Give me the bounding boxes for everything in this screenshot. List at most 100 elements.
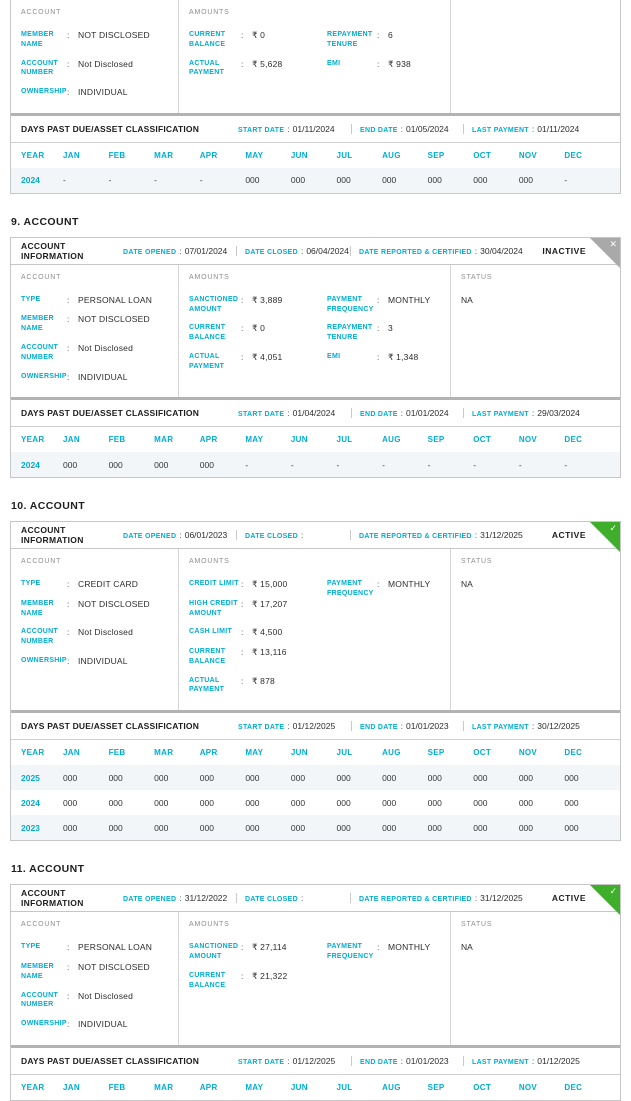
last-payment-value: 01/11/2024 xyxy=(537,123,580,134)
end-date-label: END DATE xyxy=(360,1058,398,1066)
date-opened-label: DATE OPENED xyxy=(123,533,177,541)
start-date-value: 01/12/2025 xyxy=(292,721,336,732)
dpd-value: 000 xyxy=(473,797,488,808)
dpd-value: 000 xyxy=(108,459,123,470)
year-column-header: YEAR xyxy=(21,1082,45,1092)
status-value: NA xyxy=(461,942,473,953)
colon xyxy=(67,579,78,590)
dpd-value: 000 xyxy=(199,459,214,470)
dpd-year-row: 2024 - - - - 000 000 000 000 000 000 000 - xyxy=(11,167,620,193)
amounts-subcolumn-1: SANCTIONED AMOUNT ₹ 3,889 CURRENT BALANCE ₹… xyxy=(189,295,327,381)
amount-field-value: ₹ 938 xyxy=(388,58,411,69)
account-section: 9. ACCOUNT ACCOUNT INFORMATION DATE OPENED… xyxy=(0,216,631,479)
dpd-table: YEAR JAN FEB MAR APR MAY JUN JUL AUG SEP OCT NOV DEC… xyxy=(11,427,620,478)
date-reported-label: DATE REPORTED & CERTIFIED xyxy=(359,896,472,904)
amount-field-label: CURRENT BALANCE xyxy=(189,648,226,665)
dpd-value: 000 xyxy=(63,797,78,808)
colon xyxy=(67,59,78,79)
amount-field-row: SANCTIONED AMOUNT ₹ 3,889 xyxy=(189,295,327,315)
month-column-header: MAR xyxy=(154,748,174,758)
account-field-row: TYPE CREDIT CARD xyxy=(21,579,168,590)
amount-field-row: REPAYMENT TENURE 6 xyxy=(327,30,440,50)
month-column-header: AUG xyxy=(382,150,401,160)
amount-field-label: CURRENT BALANCE xyxy=(189,971,226,989)
colon xyxy=(287,1056,289,1066)
year-link[interactable]: 2024 xyxy=(21,175,40,186)
account-field-label: OWNERSHIP xyxy=(21,1020,67,1028)
dpd-value: - xyxy=(199,175,203,186)
dpd-value: 000 xyxy=(63,459,78,470)
account-field-value: PERSONAL LOAN xyxy=(78,942,153,953)
month-column-header: JUL xyxy=(336,150,353,160)
date-opened-segment: DATE OPENED 31/12/2022 xyxy=(123,893,236,903)
colon xyxy=(241,352,252,372)
month-column-header: OCT xyxy=(473,1082,492,1092)
status-banner-label: ACTIVE xyxy=(551,893,586,904)
colon xyxy=(377,352,388,363)
start-date-label: START DATE xyxy=(238,1058,285,1066)
colon xyxy=(377,30,388,50)
month-column-header: NOV xyxy=(518,748,538,758)
start-date-label: START DATE xyxy=(238,724,285,732)
start-date-value: 01/11/2024 xyxy=(292,123,335,134)
amount-field-row: ACTUAL PAYMENT ₹ 4,051 xyxy=(189,352,327,372)
status-corner-ribbon: ✕ xyxy=(590,237,620,268)
account-field-row: ACCOUNT NUMBER Not Disclosed xyxy=(21,343,168,363)
dpd-value: - xyxy=(564,175,568,186)
account-field-value: Not Disclosed xyxy=(78,990,134,1001)
amount-field-row: CURRENT BALANCE ₹ 0 xyxy=(189,30,327,50)
account-field-label: ACCOUNT NUMBER xyxy=(21,628,59,646)
dpd-table-header: YEAR JAN FEB MAR APR MAY JUN JUL AUG SEP OCT NOV DEC xyxy=(11,740,620,765)
month-column-header: DEC xyxy=(564,748,583,758)
date-opened-value: 31/12/2022 xyxy=(184,893,228,904)
dpd-value: 000 xyxy=(427,797,442,808)
account-info-grid: ACCOUNT TYPE PERSONAL LOAN MEMBER NAME NOT D… xyxy=(11,912,620,1048)
amount-field-row: HIGH CREDIT AMOUNT ₹ 17,207 xyxy=(189,599,327,619)
status-value: NA xyxy=(461,294,473,305)
colon xyxy=(377,323,388,343)
amount-field-value: ₹ 5,628 xyxy=(252,58,283,69)
colon xyxy=(67,942,78,953)
amount-field-label: REPAYMENT TENURE xyxy=(327,31,373,48)
amounts-section-label: AMOUNTS xyxy=(189,9,230,16)
month-column-header: JAN xyxy=(63,1082,80,1092)
year-link[interactable]: 2025 xyxy=(21,772,40,783)
account-field-row: MEMBER NAME NOT DISCLOSED xyxy=(21,314,168,334)
month-column-header: MAY xyxy=(245,748,264,758)
year-link[interactable]: 2024 xyxy=(21,797,40,808)
amount-field-value: ₹ 21,322 xyxy=(252,970,288,981)
status-corner-ribbon: ✓ xyxy=(590,885,620,916)
account-heading: 10. ACCOUNT xyxy=(11,500,86,513)
last-payment-segment: LAST PAYMENT 01/11/2024 xyxy=(472,124,579,134)
dpd-header-bar: DAYS PAST DUE/ASSET CLASSIFICATION START … xyxy=(11,713,620,741)
separator xyxy=(236,245,237,256)
colon xyxy=(532,1056,534,1066)
month-column-header: SEP xyxy=(427,748,445,758)
amount-field-value: ₹ 15,000 xyxy=(252,579,288,590)
amounts-subcolumns: CURRENT BALANCE ₹ 0 ACTUAL PAYMENT ₹ 5,628 R… xyxy=(189,30,440,87)
colon xyxy=(241,579,252,590)
last-payment-value: 29/03/2024 xyxy=(537,408,580,419)
check-icon: ✓ xyxy=(609,523,617,534)
colon xyxy=(241,676,252,696)
month-column-header: MAR xyxy=(154,1082,174,1092)
colon xyxy=(67,30,78,50)
amount-field-label: HIGH CREDIT AMOUNT xyxy=(189,599,238,617)
date-opened-value: 06/01/2023 xyxy=(184,530,228,541)
date-reported-segment: DATE REPORTED & CERTIFIED 31/12/2025 xyxy=(359,530,523,540)
end-date-value: 01/05/2024 xyxy=(406,123,449,134)
amount-field-label: CURRENT BALANCE xyxy=(189,31,226,48)
year-link[interactable]: 2023 xyxy=(21,822,40,833)
amount-field-label: SANCTIONED AMOUNT xyxy=(189,943,239,961)
year-link[interactable]: 2024 xyxy=(21,459,40,470)
account-field-row: TYPE PERSONAL LOAN xyxy=(21,942,168,953)
account-details-column: ACCOUNT TYPE PERSONAL LOAN MEMBER NAME NOT D… xyxy=(11,912,179,1045)
account-field-row: MEMBER NAME NOT DISCLOSED xyxy=(21,599,168,619)
month-column-header: MAR xyxy=(154,150,174,160)
month-column-header: JUN xyxy=(290,1082,308,1092)
colon xyxy=(179,246,181,256)
amounts-subcolumn-2: PAYMENT FREQUENCY MONTHLY REPAYMENT TENURE… xyxy=(327,295,440,381)
end-date-segment: END DATE 01/01/2023 xyxy=(360,721,463,731)
dpd-value: 000 xyxy=(518,175,534,186)
account-field-value: Not Disclosed xyxy=(78,627,134,638)
